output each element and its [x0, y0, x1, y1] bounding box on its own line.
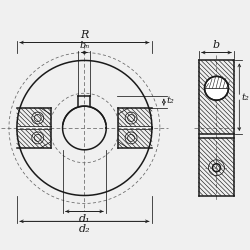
Circle shape: [204, 76, 229, 100]
Text: R: R: [80, 30, 88, 40]
Text: d₂: d₂: [78, 224, 90, 234]
Text: t₂: t₂: [167, 96, 174, 105]
Text: t₂: t₂: [241, 93, 249, 102]
Text: d₁: d₁: [78, 214, 90, 224]
Text: b: b: [213, 40, 220, 50]
Text: bₙ: bₙ: [79, 40, 90, 50]
